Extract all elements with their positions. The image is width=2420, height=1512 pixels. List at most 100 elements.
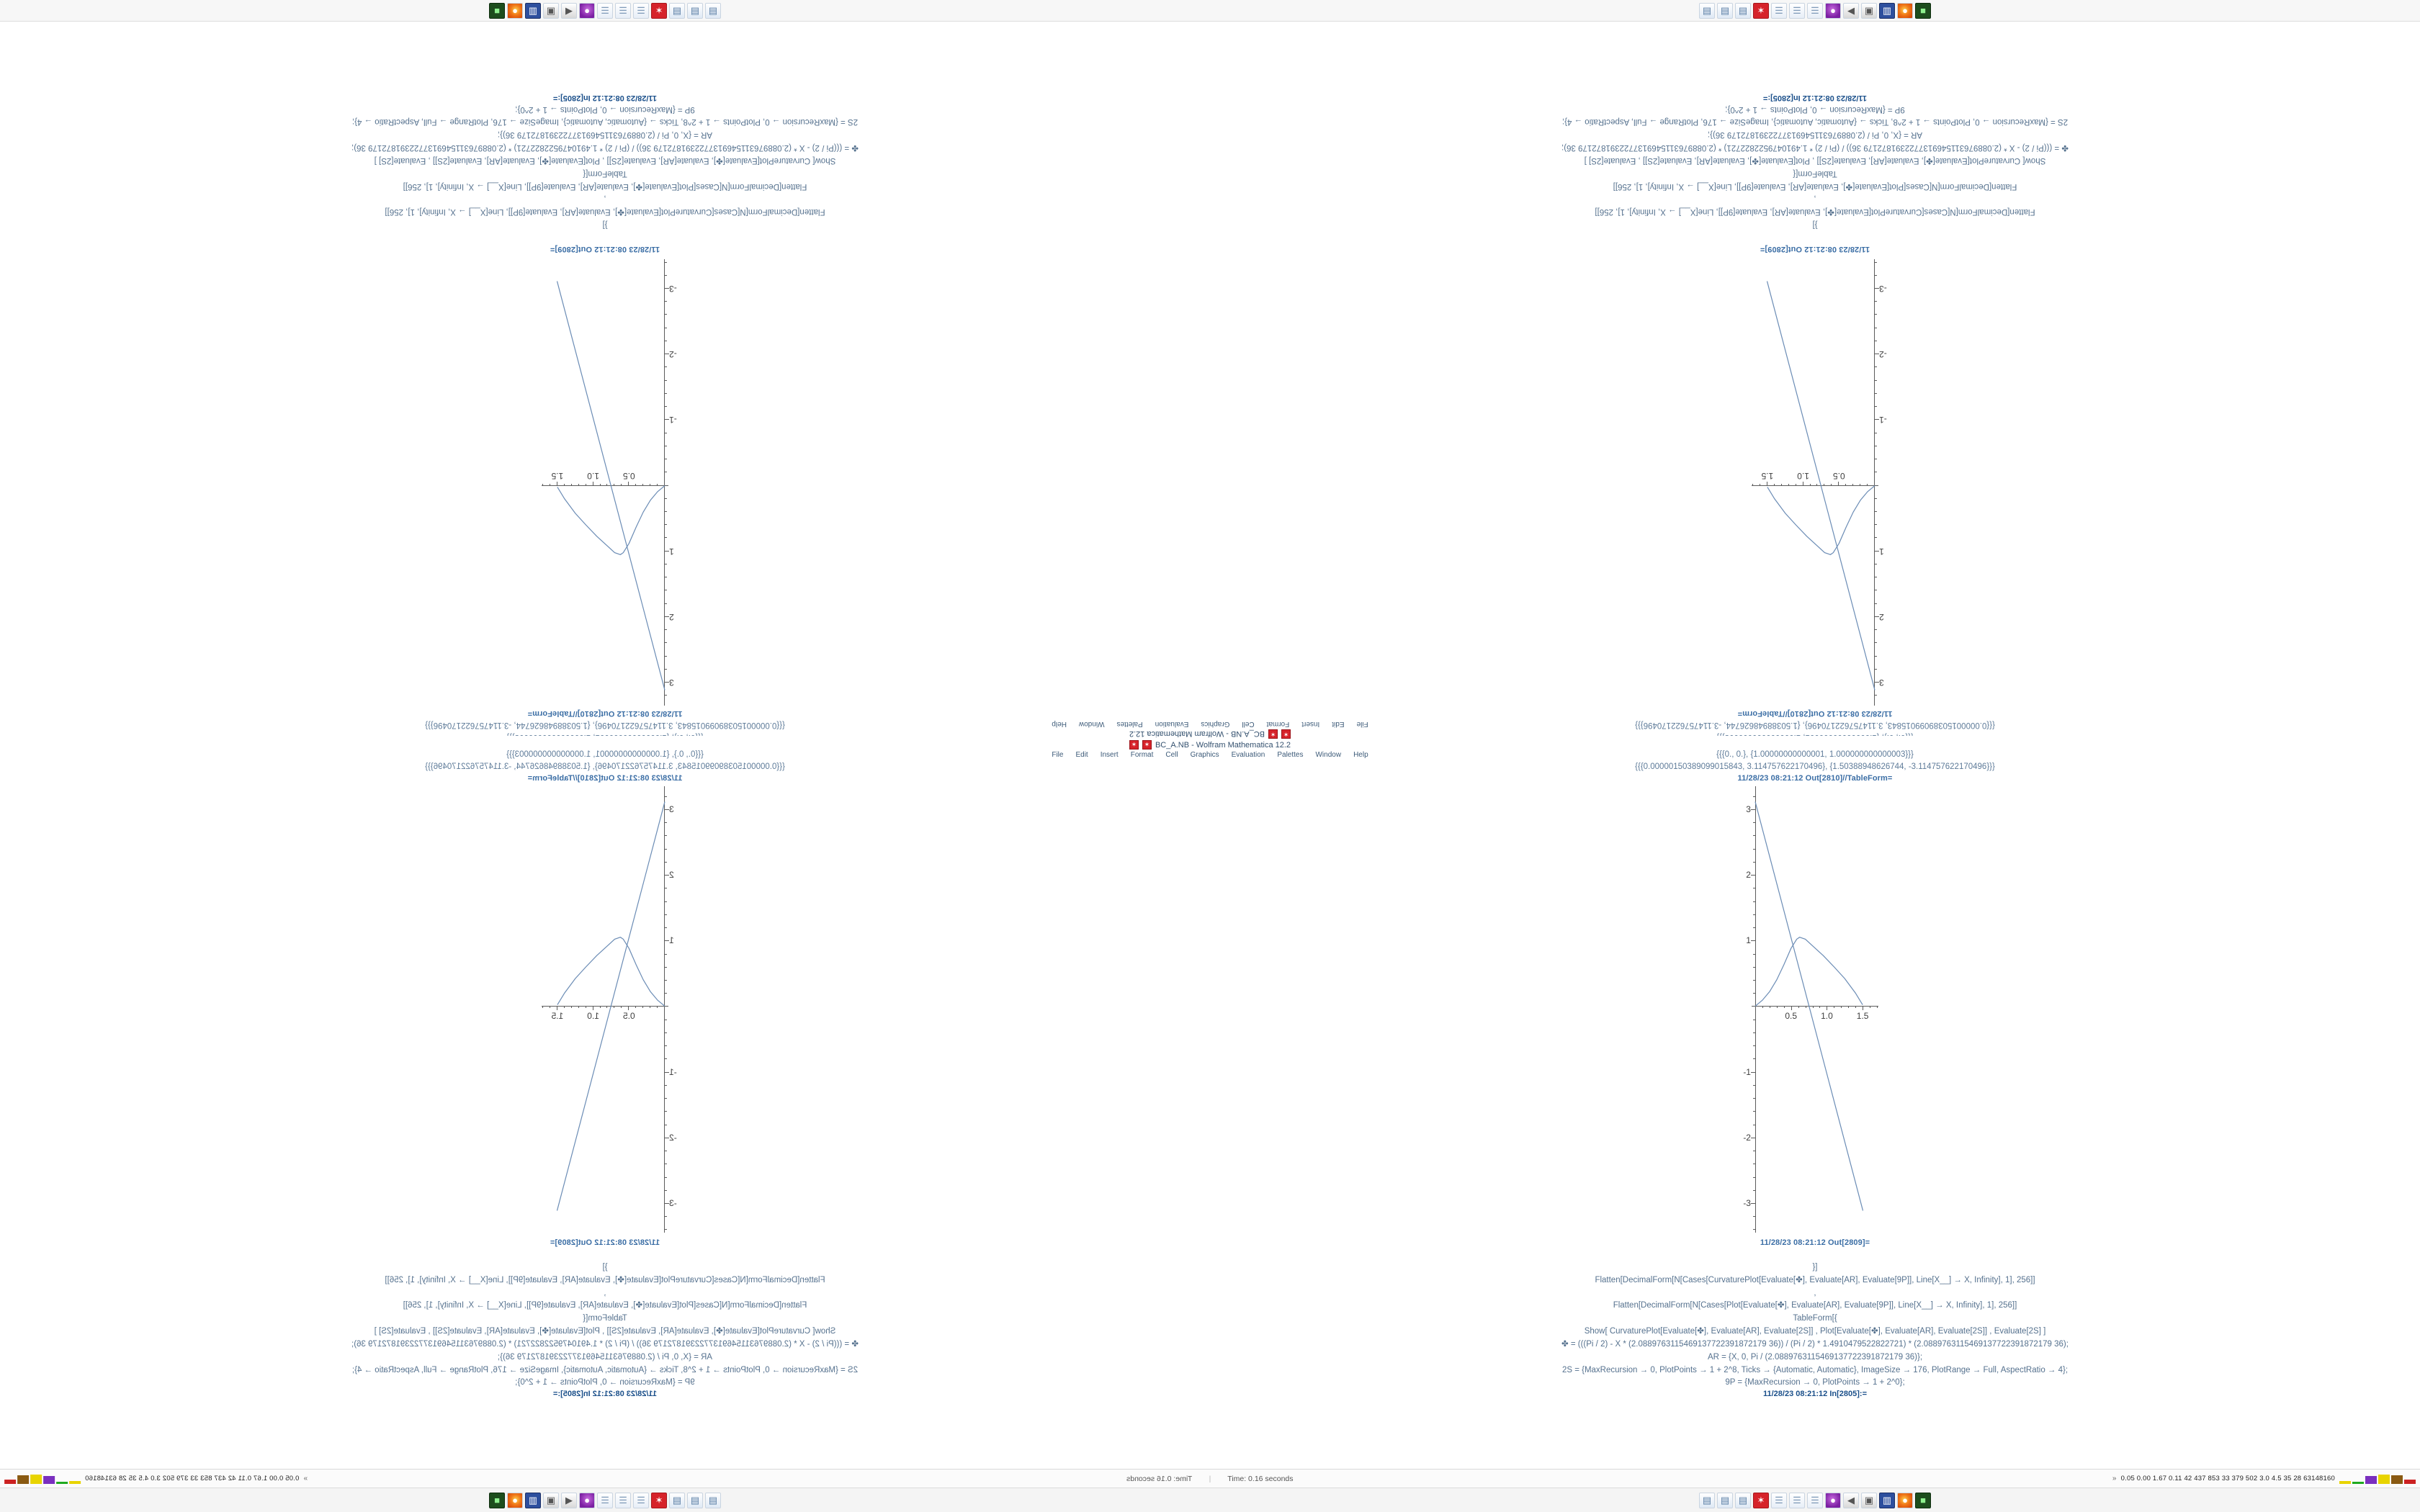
calculator-icon[interactable]: ▤ (1699, 1492, 1715, 1508)
code-line[interactable]: Flatten[DecimalForm[N[Cases[CurvaturePlo… (385, 1275, 825, 1284)
code-line[interactable]: 2S = {MaxRecursion → 0, PlotPoints → 1 +… (1561, 1365, 2069, 1374)
code-line[interactable]: , (1814, 194, 1816, 204)
code-line[interactable]: }] (602, 220, 608, 229)
bird-icon[interactable]: ● (1825, 1492, 1841, 1508)
code-line[interactable]: Show[ CurvaturePlot[Evaluate[✤], Evaluat… (374, 156, 836, 165)
calculator-icon[interactable]: ▤ (687, 2, 703, 19)
code-line[interactable]: TableForm[{ (1793, 168, 1837, 178)
document-icon[interactable]: ☰ (633, 1492, 649, 1508)
menu-bar-mirrored[interactable]: File Edit Insert Format Cell Graphics Evaluati… (850, 720, 1570, 728)
notebook-quadrant-bottom-left[interactable]: {{{0., 0.}, {1.00000000000001, 1.0000000… (0, 736, 1210, 1470)
curvature-plot[interactable]: 0.5 1.0 1.5 -3 -2 -1 1 2 3 (1743, 786, 1878, 1233)
code-line[interactable]: 9P = {MaxRecursion → 0, PlotPoints → 1 +… (1725, 1378, 1905, 1387)
notebook-quadrant-top-right[interactable]: {{{0., 0.}, {1.00000000000001, 1.0000000… (1210, 22, 2420, 756)
bird-icon[interactable]: ● (579, 2, 595, 19)
code-line[interactable]: Show[ CurvaturePlot[Evaluate[✤], Evaluat… (374, 1327, 836, 1336)
terminal-icon[interactable]: ■ (489, 1492, 505, 1508)
code-line[interactable]: 9P = {MaxRecursion → 0, PlotPoints → 1 +… (515, 1378, 695, 1387)
speaker-icon[interactable]: ◀ (561, 2, 577, 19)
mathematica-notebook[interactable]: {{{0., 0.}, {1.00000000000001, 1.0000000… (1210, 736, 2420, 1470)
calculator-icon[interactable]: ▤ (1717, 2, 1733, 19)
monitor-icon[interactable]: ▣ (1861, 2, 1877, 19)
code-line[interactable]: 2S = {MaxRecursion → 0, PlotPoints → 1 +… (1561, 117, 2069, 127)
code-line[interactable]: TableForm[{ (1793, 1314, 1837, 1323)
code-line[interactable]: TableForm[{ (583, 168, 627, 178)
menu-item-file[interactable]: File (1052, 751, 1064, 759)
menu-item-graphics[interactable]: Graphics (1190, 751, 1219, 759)
notebook-quadrant-top-left[interactable]: {{{0., 0.}, {1.00000000000001, 1.0000000… (0, 22, 1210, 756)
code-line[interactable]: , (604, 194, 606, 204)
taskbar-icon-group-mirrored[interactable]: ▤ ▤ ▤ ✶ ☰ ☰ ☰ ● ◀ ▣ ▥ ● ■ (489, 2, 721, 19)
code-line[interactable]: ✤ = (((Pi / 2) - X * (2.0889763115469137… (351, 1339, 859, 1349)
code-line[interactable]: }] (1812, 1263, 1818, 1272)
calculator-icon[interactable]: ▤ (669, 2, 685, 19)
firefox-icon[interactable]: ● (1897, 2, 1913, 19)
save-disk-icon[interactable]: ▥ (525, 2, 541, 19)
menu-bar[interactable]: File Edit Insert Format Cell Graphics Evaluati… (850, 751, 1570, 759)
calculator-icon[interactable]: ▤ (669, 1492, 685, 1508)
code-line[interactable]: Flatten[DecimalForm[N[Cases[Plot[Evaluat… (1613, 1301, 2017, 1310)
code-line[interactable]: Flatten[DecimalForm[N[Cases[CurvaturePlo… (1595, 1275, 2035, 1284)
save-disk-icon[interactable]: ▥ (525, 1492, 541, 1508)
document-icon[interactable]: ☰ (615, 2, 631, 19)
menu-item-help[interactable]: Help (1353, 751, 1368, 759)
terminal-icon[interactable]: ■ (1915, 1492, 1931, 1508)
code-line[interactable]: }] (1812, 220, 1818, 229)
mathematica-notebook[interactable]: {{{0., 0.}, {1.00000000000001, 1.0000000… (0, 22, 1210, 756)
code-line[interactable]: ✤ = (((Pi / 2) - X * (2.0889763115469137… (351, 143, 859, 153)
code-line[interactable]: , (604, 1288, 606, 1297)
menu-item-edit[interactable]: Edit (1332, 720, 1345, 728)
wolfram-spikey-icon[interactable]: ✶ (1753, 2, 1769, 19)
calculator-icon[interactable]: ▤ (1735, 1492, 1751, 1508)
document-icon[interactable]: ☰ (597, 2, 613, 19)
mathematica-notebook[interactable]: {{{0., 0.}, {1.00000000000001, 1.0000000… (1210, 22, 2420, 756)
code-line[interactable]: 2S = {MaxRecursion → 0, PlotPoints → 1 +… (351, 1365, 859, 1374)
mathematica-notebook[interactable]: {{{0., 0.}, {1.00000000000001, 1.0000000… (0, 736, 1210, 1470)
document-icon[interactable]: ☰ (1789, 1492, 1805, 1508)
code-line[interactable]: Flatten[DecimalForm[N[Cases[CurvaturePlo… (1595, 207, 2035, 217)
menu-item-insert[interactable]: Insert (1100, 751, 1119, 759)
document-icon[interactable]: ☰ (633, 2, 649, 19)
code-line[interactable]: }] (602, 1263, 608, 1272)
document-icon[interactable]: ☰ (1807, 1492, 1823, 1508)
menu-item-evaluation[interactable]: Evaluation (1231, 751, 1265, 759)
menu-item-format[interactable]: Format (1130, 751, 1154, 759)
menu-item-cell[interactable]: Cell (1242, 720, 1255, 728)
input-cell[interactable]: }] Flatten[DecimalForm[N[Cases[CurvatureP… (0, 94, 1210, 230)
menu-item-evaluation[interactable]: Evaluation (1155, 720, 1189, 728)
code-line[interactable]: AR = {X, 0, Pi / (2.08897631154691377223… (497, 130, 713, 140)
taskbar-icon-group[interactable]: ▤ ▤ ▤ ✶ ☰ ☰ ☰ ● ◀ ▣ ▥ ● ■ (1699, 1492, 1931, 1508)
chevron-icon[interactable]: » (2112, 1475, 2117, 1482)
calculator-icon[interactable]: ▤ (1699, 2, 1715, 19)
code-line[interactable]: 9P = {MaxRecursion → 0, PlotPoints → 1 +… (515, 104, 695, 114)
code-line[interactable]: 9P = {MaxRecursion → 0, PlotPoints → 1 +… (1725, 104, 1905, 114)
menu-item-help[interactable]: Help (1052, 720, 1067, 728)
menu-item-palettes[interactable]: Palettes (1116, 720, 1143, 728)
taskbar-bottom[interactable]: ▤ ▤ ▤ ✶ ☰ ☰ ☰ ● ◀ ▣ ▥ ● ■ ▤ ▤ ▤ ✶ ☰ ☰ ☰ ● ◀ ▣ ▥ ● ■ (0, 1488, 2420, 1512)
monitor-icon[interactable]: ▣ (543, 2, 559, 19)
code-line[interactable]: AR = {X, 0, Pi / (2.08897631154691377223… (497, 1352, 713, 1362)
taskbar-icon-group[interactable]: ▤ ▤ ▤ ✶ ☰ ☰ ☰ ● ◀ ▣ ▥ ● ■ (1699, 2, 1931, 19)
code-line[interactable]: TableForm[{ (583, 1314, 627, 1323)
notebook-quadrant-bottom-right[interactable]: {{{0., 0.}, {1.00000000000001, 1.0000000… (1210, 736, 2420, 1470)
speaker-icon[interactable]: ◀ (1843, 1492, 1859, 1508)
menu-item-cell[interactable]: Cell (1165, 751, 1178, 759)
taskbar-top[interactable]: ▤ ▤ ▤ ✶ ☰ ☰ ☰ ● ◀ ▣ ▥ ● ■ ▤ ▤ ▤ ✶ ☰ ☰ ☰ ● ◀ ▣ ▥ ● ■ (0, 0, 2420, 22)
code-line[interactable]: Show[ CurvaturePlot[Evaluate[✤], Evaluat… (1584, 156, 2046, 165)
firefox-icon[interactable]: ● (1897, 1492, 1913, 1508)
monitor-icon[interactable]: ▣ (1861, 1492, 1877, 1508)
menu-item-edit[interactable]: Edit (1075, 751, 1088, 759)
menu-item-window[interactable]: Window (1078, 720, 1105, 728)
code-line[interactable]: AR = {X, 0, Pi / (2.08897631154691377223… (1707, 130, 1923, 140)
speaker-icon[interactable]: ◀ (561, 1492, 577, 1508)
code-line[interactable]: 2S = {MaxRecursion → 0, PlotPoints → 1 +… (351, 117, 859, 127)
wolfram-spikey-icon[interactable]: ✶ (651, 2, 667, 19)
curvature-plot[interactable]: 0.5 1.0 1.5 -3 -2 -1 1 2 3 (542, 786, 677, 1233)
document-icon[interactable]: ☰ (1771, 1492, 1787, 1508)
document-icon[interactable]: ☰ (597, 1492, 613, 1508)
curvature-plot[interactable]: 0.5 1.0 1.5 -3 -2 -1 1 2 3 (542, 259, 677, 706)
calculator-icon[interactable]: ▤ (687, 1492, 703, 1508)
calculator-icon[interactable]: ▤ (705, 2, 721, 19)
save-disk-icon[interactable]: ▥ (1879, 2, 1895, 19)
window-title-bar-mirrored[interactable]: ✶ ✶ BC_A.NB - Wolfram Mathematica 12.2 (850, 729, 1570, 739)
